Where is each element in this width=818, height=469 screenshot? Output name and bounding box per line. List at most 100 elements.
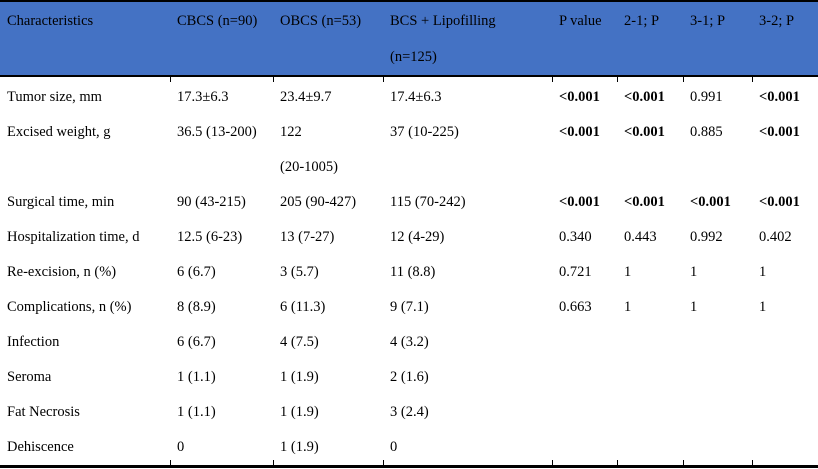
column-boundary-tick-bottom: [752, 460, 753, 465]
header-label: P value: [559, 13, 602, 29]
header-label: 3-2; P: [759, 13, 795, 29]
cell-text: <0.001: [759, 124, 800, 140]
table-cell: 1: [752, 255, 818, 290]
header-cell-1: CBCS (n=90): [170, 1, 273, 77]
table-cell: Hospitalization time, d: [0, 220, 170, 255]
table-cell: [552, 430, 617, 467]
column-boundary-tick-top: [273, 77, 274, 82]
column-boundary-tick-top: [383, 77, 384, 82]
cell-text: 4 (7.5): [280, 334, 319, 350]
cell-text: Excised weight, g: [7, 124, 111, 140]
table-cell: 1 (1.9): [273, 395, 383, 430]
table-cell: 36.5 (13-200): [170, 115, 273, 185]
column-boundary-tick-top: [683, 77, 684, 82]
header-row: Characteristics CBCS (n=90) OBCS (n=53) BCS…: [0, 1, 818, 77]
table-cell: 3 (2.4): [383, 395, 552, 430]
table-cell: 4 (7.5): [273, 325, 383, 360]
table-cell: [552, 325, 617, 360]
table-cell: [752, 395, 818, 430]
cell-text: 1: [690, 299, 698, 315]
header-label-line2: (n=125): [390, 49, 437, 65]
table-row: Seroma 1 (1.1) 1 (1.9) 2 (1.6): [0, 360, 818, 395]
table-cell: 0.992: [683, 220, 752, 255]
cell-text: 6 (11.3): [280, 299, 326, 315]
table-cell: 6 (6.7): [170, 325, 273, 360]
table-cell: 23.4±9.7: [273, 76, 383, 115]
header-cell-6: 3-1; P: [683, 1, 752, 77]
table-row: Excised weight, g 36.5 (13-200) 122 (20-100…: [0, 115, 818, 185]
header-cell-2: OBCS (n=53): [273, 1, 383, 77]
cell-text: 0.402: [759, 229, 792, 245]
cell-text: 13 (7-27): [280, 229, 335, 245]
cell-text: 3 (5.7): [280, 264, 319, 280]
cell-text: Tumor size, mm: [7, 89, 102, 105]
cell-text: Fat Necrosis: [7, 404, 80, 420]
table-cell: 0.402: [752, 220, 818, 255]
table-cell: 13 (7-27): [273, 220, 383, 255]
cell-text: 1 (1.1): [177, 404, 216, 420]
table-cell: 12 (4-29): [383, 220, 552, 255]
table-cell: [552, 360, 617, 395]
table-cell: 6 (11.3): [273, 290, 383, 325]
table-cell: <0.001: [617, 76, 683, 115]
cell-text: <0.001: [690, 194, 731, 210]
table-cell: Surgical time, min: [0, 185, 170, 220]
table-row: Hospitalization time, d 12.5 (6-23) 13 (7-…: [0, 220, 818, 255]
table-cell: [752, 430, 818, 467]
column-boundary-tick-top: [170, 77, 171, 82]
table-cell: [617, 395, 683, 430]
header-cell-0: Characteristics: [0, 1, 170, 77]
cell-text: 17.3±6.3: [177, 89, 229, 105]
table-cell: 122 (20-1005): [273, 115, 383, 185]
header-label: CBCS (n=90): [177, 13, 258, 29]
cell-line: 122: [280, 124, 302, 140]
table-cell: 8 (8.9): [170, 290, 273, 325]
table-cell: 4 (3.2): [383, 325, 552, 360]
header-label: OBCS (n=53): [280, 13, 362, 29]
table-cell: 0.991: [683, 76, 752, 115]
cell-text: 0.443: [624, 229, 657, 245]
cell-text: Re-excision, n (%): [7, 264, 117, 280]
table-body: Tumor size, mm 17.3±6.3 23.4±9.7 17.4±6.3 <0…: [0, 76, 818, 467]
table-cell: Tumor size, mm: [0, 76, 170, 115]
table-cell: 0.721: [552, 255, 617, 290]
table-header: Characteristics CBCS (n=90) OBCS (n=53) BCS…: [0, 1, 818, 77]
table-cell: <0.001: [552, 115, 617, 185]
table-cell: [752, 325, 818, 360]
cell-text: Dehiscence: [7, 439, 74, 455]
cell-text: 1: [690, 264, 698, 280]
table-cell: 1 (1.9): [273, 430, 383, 467]
cell-text: 0.340: [559, 229, 592, 245]
cell-text: 0.885: [690, 124, 723, 140]
table-cell: 6 (6.7): [170, 255, 273, 290]
table-cell: 1: [752, 290, 818, 325]
cell-text: 90 (43-215): [177, 194, 246, 210]
table-cell: Excised weight, g: [0, 115, 170, 185]
column-boundary-tick-bottom: [617, 460, 618, 465]
table-cell: 1: [683, 290, 752, 325]
cell-text: 205 (90-427): [280, 194, 357, 210]
cell-text: Seroma: [7, 369, 52, 385]
table-cell: [617, 430, 683, 467]
cell-text: 11 (8.8): [390, 264, 436, 280]
cell-text: <0.001: [624, 194, 665, 210]
column-boundary-tick-bottom: [683, 460, 684, 465]
table-cell: 1: [617, 290, 683, 325]
table-cell: 90 (43-215): [170, 185, 273, 220]
column-boundary-tick-top: [617, 77, 618, 82]
table-cell: [683, 325, 752, 360]
cell-text: 3 (2.4): [390, 404, 429, 420]
cell-text: 9 (7.1): [390, 299, 429, 315]
cell-text: Complications, n (%): [7, 299, 132, 315]
table-cell: Complications, n (%): [0, 290, 170, 325]
cell-text: 12.5 (6-23): [177, 229, 243, 245]
table-cell: [683, 395, 752, 430]
table-row: Tumor size, mm 17.3±6.3 23.4±9.7 17.4±6.3 <0…: [0, 76, 818, 115]
table-cell: <0.001: [617, 115, 683, 185]
table-cell: 1: [683, 255, 752, 290]
cell-text: 8 (8.9): [177, 299, 216, 315]
table-cell: Seroma: [0, 360, 170, 395]
cell-text: Surgical time, min: [7, 194, 115, 210]
table-cell: [617, 360, 683, 395]
column-boundary-tick-bottom: [273, 460, 274, 465]
